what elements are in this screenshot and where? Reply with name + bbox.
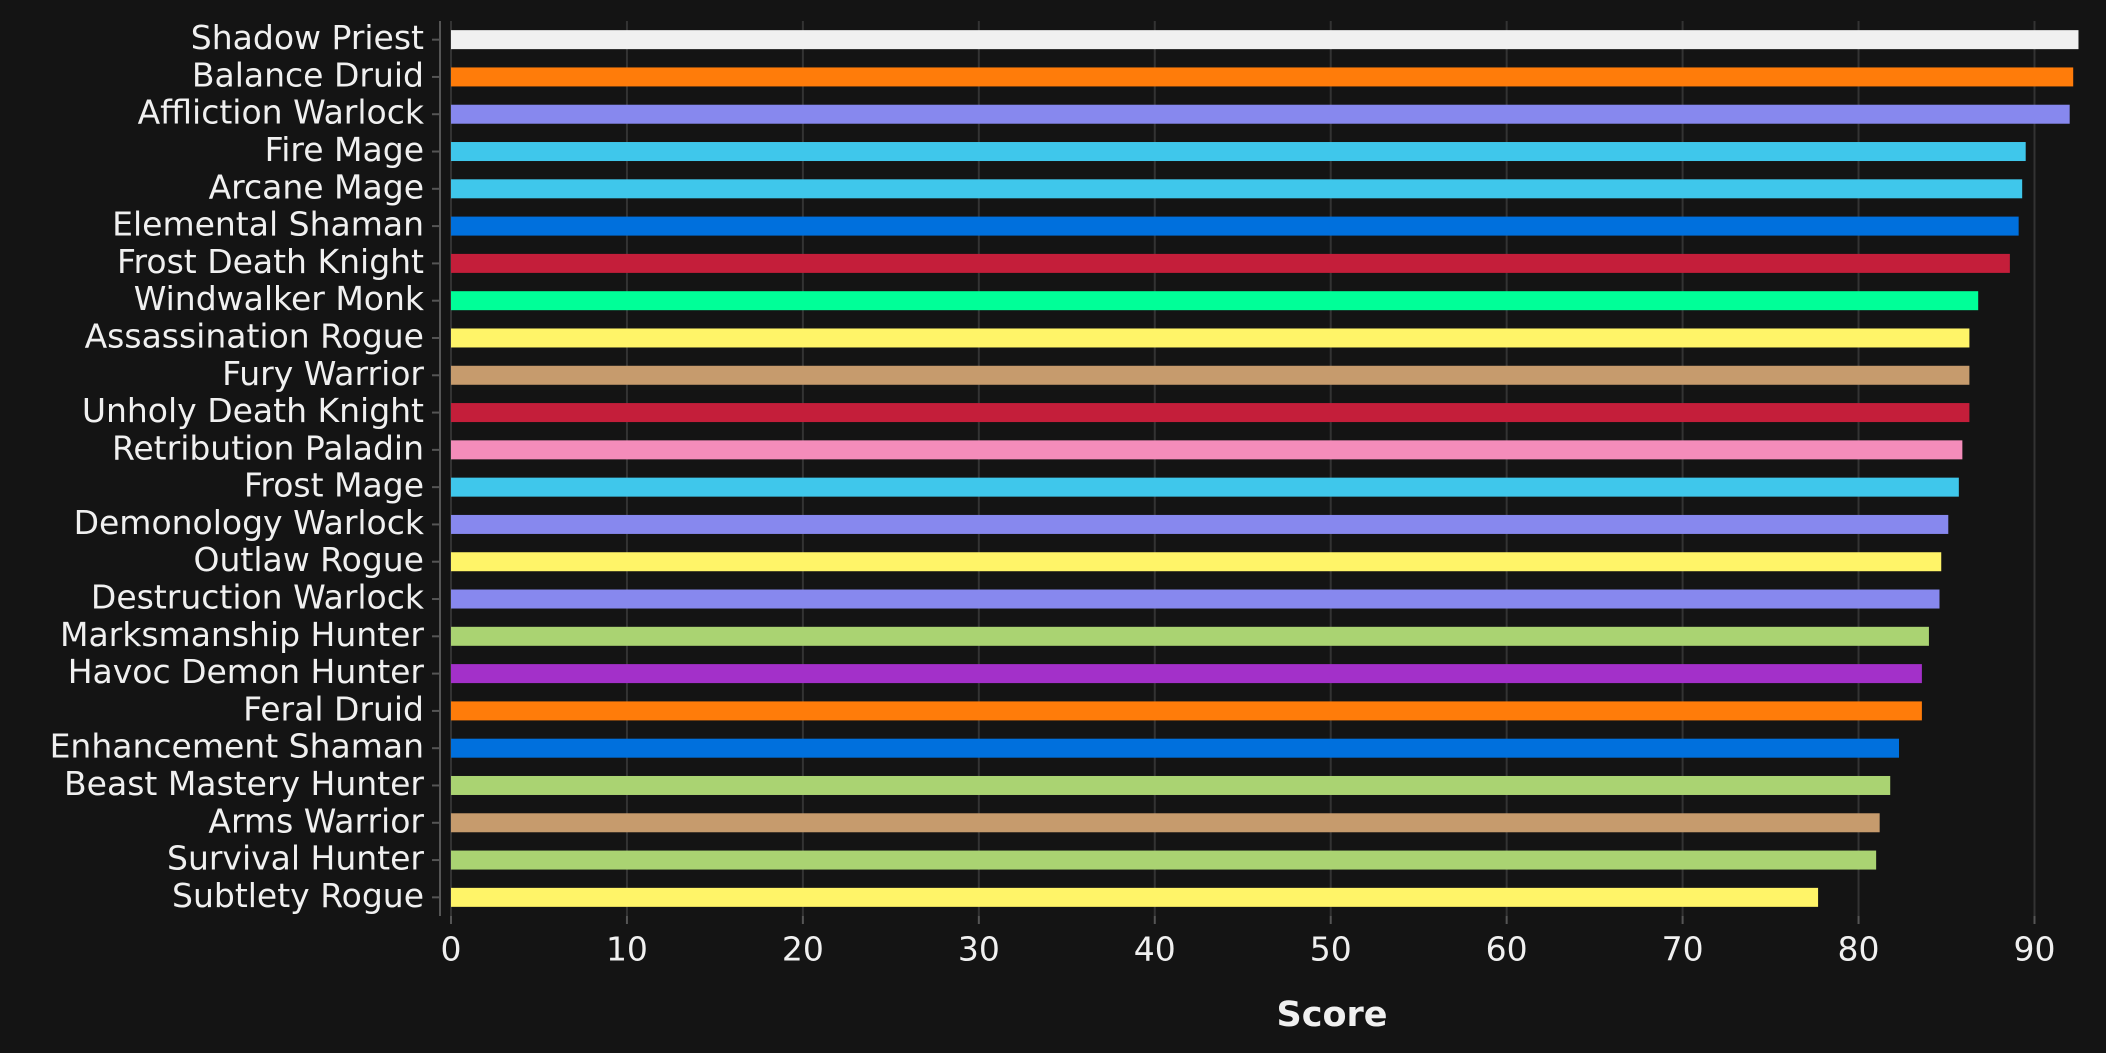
y-tick-label: Unholy Death Knight	[82, 391, 424, 430]
y-tick-label: Assassination Rogue	[85, 316, 424, 355]
x-axis-title: Score	[1277, 995, 1388, 1035]
bar	[451, 104, 2070, 124]
y-tick-label: Destruction Warlock	[91, 578, 425, 617]
y-tick-label: Fury Warrior	[222, 354, 424, 393]
bar	[451, 514, 1949, 534]
bar	[451, 813, 1880, 833]
y-tick-label: Frost Mage	[244, 466, 424, 505]
bar	[451, 67, 2074, 87]
y-tick-label: Feral Druid	[243, 689, 424, 728]
y-tick-label: Retribution Paladin	[112, 428, 424, 467]
bar	[451, 552, 1942, 572]
bar	[451, 626, 1929, 646]
x-tick-label: 30	[958, 930, 1000, 969]
y-tick-label: Affliction Warlock	[138, 93, 425, 132]
bar	[451, 477, 1959, 497]
bar	[451, 328, 1970, 348]
y-tick-label: Outlaw Rogue	[193, 540, 424, 579]
bar	[451, 253, 2010, 273]
y-tick-label: Fire Mage	[265, 130, 424, 169]
bar	[451, 775, 1891, 795]
bar	[451, 887, 1819, 907]
y-tick-label: Havoc Demon Hunter	[68, 652, 425, 691]
bar	[451, 701, 1922, 721]
bar	[451, 216, 2019, 236]
y-tick-label: Frost Death Knight	[117, 242, 424, 281]
x-tick-label: 20	[782, 930, 824, 969]
bar	[451, 291, 1979, 311]
x-tick-label: 90	[2013, 930, 2055, 969]
x-tick-label: 0	[441, 930, 462, 969]
y-tick-label: Balance Druid	[192, 55, 424, 94]
x-tick-label: 10	[606, 930, 648, 969]
y-tick-label: Survival Hunter	[167, 839, 424, 878]
y-tick-label: Arms Warrior	[208, 801, 424, 840]
y-tick-label: Windwalker Monk	[134, 279, 425, 318]
bar	[451, 365, 1970, 385]
y-tick-label: Enhancement Shaman	[50, 727, 424, 766]
x-tick-label: 60	[1486, 930, 1528, 969]
y-tick-label: Marksmanship Hunter	[60, 615, 424, 654]
bar	[451, 440, 1963, 460]
bar	[451, 664, 1922, 684]
x-tick-label: 50	[1310, 930, 1352, 969]
bar	[451, 30, 2079, 50]
bar	[451, 142, 2026, 162]
x-tick-label: 80	[1838, 930, 1880, 969]
y-tick-label: Arcane Mage	[209, 167, 424, 206]
x-tick-label: 40	[1134, 930, 1176, 969]
y-tick-label: Subtlety Rogue	[172, 876, 424, 915]
bar	[451, 403, 1970, 423]
bar	[451, 850, 1877, 870]
bar	[451, 589, 1940, 609]
y-tick-label: Demonology Warlock	[74, 503, 425, 542]
x-tick-label: 70	[1662, 930, 1704, 969]
bar	[451, 179, 2023, 199]
y-tick-label: Elemental Shaman	[112, 205, 424, 244]
y-tick-label: Shadow Priest	[191, 18, 424, 57]
y-tick-label: Beast Mastery Hunter	[64, 764, 424, 803]
bar	[451, 738, 1900, 758]
